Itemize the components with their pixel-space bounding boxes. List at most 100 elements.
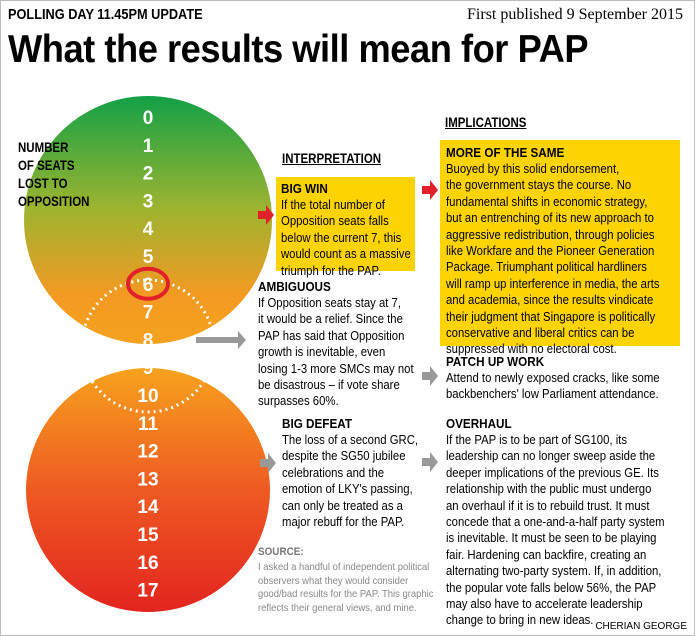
- seat-number: 9: [143, 358, 154, 379]
- axis-label-line: OF SEATS: [18, 157, 75, 173]
- credit: CHERIAN GEORGE: [595, 621, 687, 632]
- block-line: celebrations and the: [282, 465, 385, 480]
- block-line: growth is inevitable, even: [258, 345, 386, 360]
- block-line: and academia, since the results vindicat…: [446, 293, 654, 308]
- arrow: [258, 205, 274, 225]
- block-line: fair. Hardening can backfire, creating a…: [446, 547, 647, 562]
- more-box: [440, 140, 680, 346]
- text-block: AMBIGUOUS If Opposition seats stay at 7, i…: [258, 278, 414, 410]
- seat-number: 15: [137, 525, 159, 546]
- block-title: PATCH UP WORK: [446, 354, 545, 369]
- block-title: SOURCE:: [258, 546, 304, 558]
- block-line: Buoyed by this solid endorsement,: [446, 162, 620, 176]
- block-line: Package. Triumphant political hardliners: [446, 260, 647, 275]
- block-title: AMBIGUOUS: [258, 279, 331, 294]
- block-line: reflects their general views, and mine.: [258, 601, 417, 614]
- block-line: will ramp up interference in media, the …: [446, 276, 660, 291]
- seat-number: 5: [143, 247, 154, 268]
- block-line: may also have to accelerate leadership: [446, 597, 643, 612]
- big-win-box: [276, 177, 415, 271]
- seat-number: 14: [137, 497, 159, 518]
- seat-number: 2: [143, 164, 154, 185]
- arrow: [422, 452, 438, 472]
- block-line: the government stays the course. No: [446, 178, 632, 193]
- block-title: BIG DEFEAT: [282, 416, 352, 431]
- block-line: is inevitable. It must be seen to be pla…: [446, 531, 657, 546]
- arrow: [422, 180, 438, 200]
- upper-circle: [24, 96, 272, 344]
- seat-number: 8: [143, 330, 154, 351]
- seat-number: 17: [137, 581, 158, 602]
- block-line: but an entrenching of its new approach t…: [446, 211, 654, 226]
- block-line: triumph for the PAP.: [281, 263, 381, 278]
- block-line: can only be treated as a: [282, 498, 403, 513]
- block-line: emotion of LKY's passing,: [282, 482, 413, 497]
- block-line: relationship with the public must underg…: [446, 482, 652, 497]
- seat-number: 16: [137, 553, 158, 574]
- block-line: Opposition seats falls: [281, 214, 389, 229]
- block-line: despite the SG50 jubilee: [282, 449, 406, 464]
- block-line: would count as a massive: [281, 247, 411, 262]
- block-line: surpasses 60%.: [258, 394, 339, 409]
- lower-circle: [26, 368, 270, 612]
- block-line: leadership can no longer sweep aside the: [446, 449, 656, 464]
- block-line: If the PAP is to be part of SG100, its: [446, 433, 628, 447]
- block-line: it would be a relief. Since the: [258, 312, 403, 327]
- seat-number: 1: [143, 136, 154, 157]
- block-line: fundamental shifts in economic strategy,: [446, 194, 648, 209]
- text-block: PATCH UP WORK Attend to newly exposed cra…: [446, 353, 660, 403]
- arrow: [422, 366, 438, 386]
- seat-number: 0: [143, 108, 154, 129]
- block-line: conservative and liberal critics can be: [446, 326, 635, 341]
- highlight-ring: [126, 266, 170, 301]
- block-line: If the total number of: [281, 198, 385, 212]
- block-line: backbenchers' low Parliament attendance.: [446, 387, 659, 402]
- block-line: aggressive redistribution, through polic…: [446, 227, 655, 242]
- block-line: concede that a one-and-a-half party syst…: [446, 515, 665, 530]
- kicker: POLLING DAY 11.45PM UPDATE: [8, 6, 203, 23]
- seat-number: 3: [143, 191, 154, 212]
- block-line: If Opposition seats stay at 7,: [258, 296, 402, 310]
- axis-label-line: LOST TO: [18, 175, 68, 191]
- heading: INTERPRETATION: [282, 150, 382, 166]
- block-line: observers what they would consider: [258, 574, 409, 587]
- text-block: MORE OF THE SAME Buoyed by this solid end…: [446, 144, 660, 358]
- block-title: BIG WIN: [281, 181, 328, 196]
- seat-number: 10: [137, 386, 158, 407]
- block-line: I asked a handful of independent politic…: [258, 561, 430, 573]
- middle-circle: [80, 278, 216, 414]
- block-line: like Workfare and the Pioneer Generation: [446, 244, 655, 259]
- block-line: Attend to newly exposed cracks, like som…: [446, 371, 660, 385]
- text-block: SOURCE: I asked a handful of independent …: [258, 544, 433, 615]
- text-block: OVERHAUL If the PAP is to be part of SG10…: [446, 415, 665, 629]
- date: First published 9 September 2015: [467, 6, 683, 23]
- arrow: [196, 331, 246, 349]
- arrow: [260, 453, 276, 473]
- seat-number: 13: [137, 469, 158, 490]
- block-line: major rebuff for the PAP.: [282, 515, 405, 530]
- block-line: their judgment that Singapore is politic…: [446, 309, 656, 324]
- title: What the results will mean for PAP: [8, 28, 589, 71]
- block-line: suppressed with no electoral cost.: [446, 342, 617, 357]
- seat-number: 7: [143, 303, 154, 324]
- block-line: alternating two-party system. If, in add…: [446, 564, 662, 579]
- block-line: change to bring in new ideas.: [446, 613, 594, 628]
- block-line: be disastrous – if vote share: [258, 378, 400, 393]
- axis-label-line: NUMBER: [18, 139, 69, 155]
- block-line: The loss of a second GRC,: [282, 433, 419, 447]
- block-title: OVERHAUL: [446, 416, 512, 431]
- heading: IMPLICATIONS: [445, 114, 527, 130]
- block-line: losing 1-3 more SMCs may not: [258, 361, 414, 376]
- seat-number: 4: [143, 219, 154, 240]
- block-line: an overhaul if it is to rebuild trust. I…: [446, 498, 650, 513]
- axis-label-line: OPPOSITION: [18, 193, 90, 209]
- seat-number: 11: [138, 414, 159, 435]
- seat-number: 12: [137, 442, 158, 463]
- block-line: deeper implications of the previous GE. …: [446, 465, 659, 480]
- seat-number: 6: [143, 275, 154, 296]
- block-line: PAP has said that Opposition: [258, 328, 405, 343]
- block-line: good/bad results for the PAP. This graph…: [258, 588, 434, 600]
- block-line: the popular vote falls below 56%, the PA…: [446, 580, 657, 595]
